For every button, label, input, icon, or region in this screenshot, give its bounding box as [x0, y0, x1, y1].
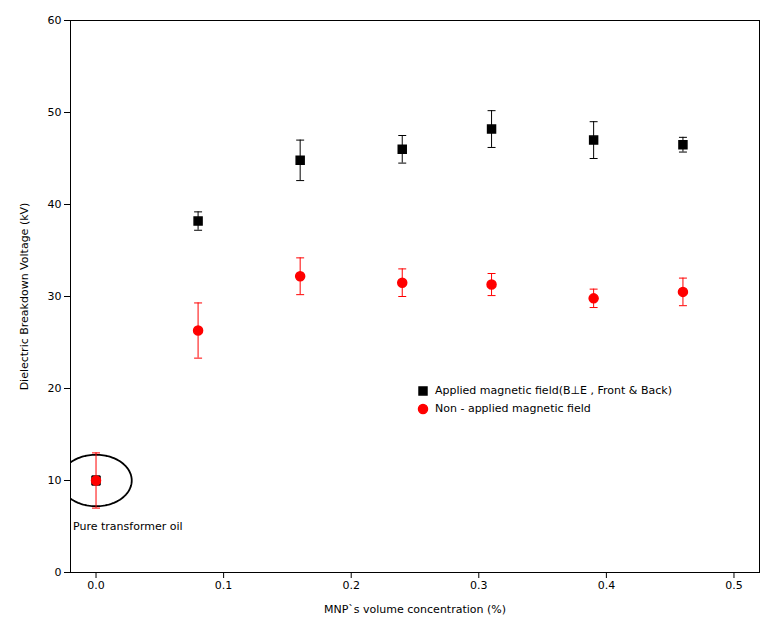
- svg-text:60: 60: [48, 14, 62, 27]
- svg-text:0.3: 0.3: [470, 579, 488, 592]
- svg-text:Non - applied magnetic field: Non - applied magnetic field: [435, 402, 591, 415]
- svg-text:0.4: 0.4: [598, 579, 616, 592]
- svg-text:Pure transformer oil: Pure transformer oil: [73, 520, 183, 533]
- svg-text:30: 30: [48, 290, 62, 303]
- svg-text:0: 0: [55, 566, 62, 579]
- svg-text:0.1: 0.1: [215, 579, 233, 592]
- svg-text:Applied magnetic field(B⊥E , F: Applied magnetic field(B⊥E , Front & Bac…: [435, 384, 672, 397]
- svg-text:40: 40: [48, 198, 62, 211]
- svg-text:50: 50: [48, 106, 62, 119]
- svg-text:MNP`s volume concentration (%): MNP`s volume concentration (%): [324, 603, 506, 616]
- svg-text:0.0: 0.0: [87, 579, 105, 592]
- svg-text:0.2: 0.2: [342, 579, 360, 592]
- svg-text:10: 10: [48, 474, 62, 487]
- svg-text:20: 20: [48, 382, 62, 395]
- svg-text:0.5: 0.5: [725, 579, 743, 592]
- svg-text:Dielectric Breakdown Voltage (: Dielectric Breakdown Voltage (kV): [18, 203, 31, 391]
